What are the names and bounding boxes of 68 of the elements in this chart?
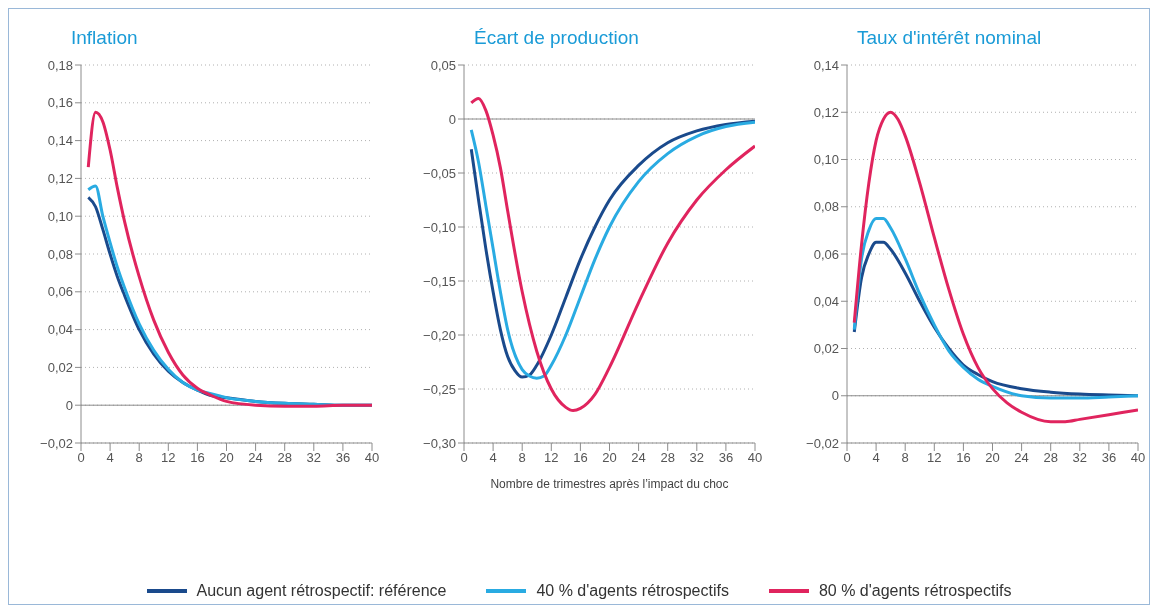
legend-label: Aucun agent rétrospectif: référence bbox=[196, 582, 447, 600]
x-tick-label: 4 bbox=[872, 450, 880, 466]
y-tick-label: 0,12 bbox=[47, 171, 73, 187]
x-tick-label: 28 bbox=[277, 450, 292, 466]
y-tick-label: 0,08 bbox=[47, 246, 73, 262]
x-tick-label: 12 bbox=[544, 450, 559, 466]
x-tick-label: 32 bbox=[1072, 450, 1088, 466]
x-tick-label: 4 bbox=[106, 450, 114, 466]
x-tick-label: 24 bbox=[248, 450, 263, 466]
x-tick-label: 40 bbox=[1130, 450, 1146, 466]
x-tick-label: 28 bbox=[1043, 450, 1058, 466]
x-tick-label: 0 bbox=[843, 450, 851, 466]
x-tick-label: 8 bbox=[518, 450, 526, 466]
y-tick-label: −0,02 bbox=[806, 435, 839, 451]
y-tick-label: 0,08 bbox=[813, 199, 839, 215]
x-tick-label: 16 bbox=[190, 450, 205, 466]
y-tick-label: 0,12 bbox=[813, 104, 839, 120]
x-tick-label: 12 bbox=[927, 450, 942, 466]
x-tick-label: 36 bbox=[718, 450, 734, 466]
chart-title: Écart de production bbox=[473, 27, 640, 50]
y-tick-label: −0,15 bbox=[423, 273, 456, 289]
x-tick-label: 20 bbox=[602, 450, 617, 466]
y-tick-label: −0,25 bbox=[423, 381, 456, 397]
y-tick-label: 0 bbox=[831, 388, 839, 404]
x-tick-label: 4 bbox=[489, 450, 497, 466]
y-tick-label: 0,02 bbox=[47, 360, 73, 376]
chart-title: Taux d'intérêt nominal bbox=[856, 27, 1043, 50]
x-tick-label: 28 bbox=[660, 450, 675, 466]
y-tick-label: 0,10 bbox=[813, 152, 839, 168]
x-tick-label: 16 bbox=[573, 450, 588, 466]
y-tick-label: 0,14 bbox=[47, 133, 73, 149]
x-tick-label: 0 bbox=[77, 450, 85, 466]
x-tick-label: 8 bbox=[135, 450, 143, 466]
legend-label: 40 % d'agents rétrospectifs bbox=[536, 582, 729, 600]
y-tick-label: 0,06 bbox=[813, 246, 839, 262]
y-tick-label: 0,18 bbox=[47, 57, 73, 73]
x-axis-title: Nombre de trimestres après l’impact du choc bbox=[489, 477, 730, 491]
y-tick-label: 0,02 bbox=[813, 341, 839, 357]
y-tick-label: 0,04 bbox=[813, 293, 839, 309]
y-tick-label: 0,14 bbox=[813, 57, 839, 73]
y-tick-label: 0 bbox=[448, 111, 456, 127]
y-tick-label: −0,05 bbox=[423, 165, 456, 181]
x-tick-label: 36 bbox=[1101, 450, 1117, 466]
x-tick-label: 12 bbox=[161, 450, 176, 466]
x-tick-label: 20 bbox=[985, 450, 1000, 466]
x-tick-label: 40 bbox=[364, 450, 380, 466]
y-tick-label: −0,30 bbox=[423, 435, 456, 451]
y-tick-label: 0,10 bbox=[47, 208, 73, 224]
y-tick-label: 0,05 bbox=[430, 57, 456, 73]
x-tick-label: 0 bbox=[460, 450, 468, 466]
y-tick-label: −0,02 bbox=[40, 435, 73, 451]
y-tick-label: 0,06 bbox=[47, 284, 73, 300]
x-tick-label: 36 bbox=[335, 450, 351, 466]
x-tick-label: 24 bbox=[1014, 450, 1029, 466]
x-tick-label: 24 bbox=[631, 450, 646, 466]
y-tick-label: 0,16 bbox=[47, 95, 73, 111]
y-tick-label: −0,20 bbox=[423, 327, 456, 343]
x-tick-label: 32 bbox=[689, 450, 705, 466]
x-tick-label: 40 bbox=[747, 450, 763, 466]
chart-title: Inflation bbox=[70, 27, 139, 50]
x-tick-label: 32 bbox=[306, 450, 322, 466]
x-tick-label: 20 bbox=[219, 450, 234, 466]
x-tick-label: 16 bbox=[956, 450, 971, 466]
y-tick-label: 0 bbox=[65, 397, 73, 413]
x-tick-label: 8 bbox=[901, 450, 909, 466]
legend-label: 80 % d'agents rétrospectifs bbox=[818, 582, 1012, 600]
y-tick-label: −0,10 bbox=[423, 219, 456, 235]
y-tick-label: 0,04 bbox=[47, 322, 73, 338]
